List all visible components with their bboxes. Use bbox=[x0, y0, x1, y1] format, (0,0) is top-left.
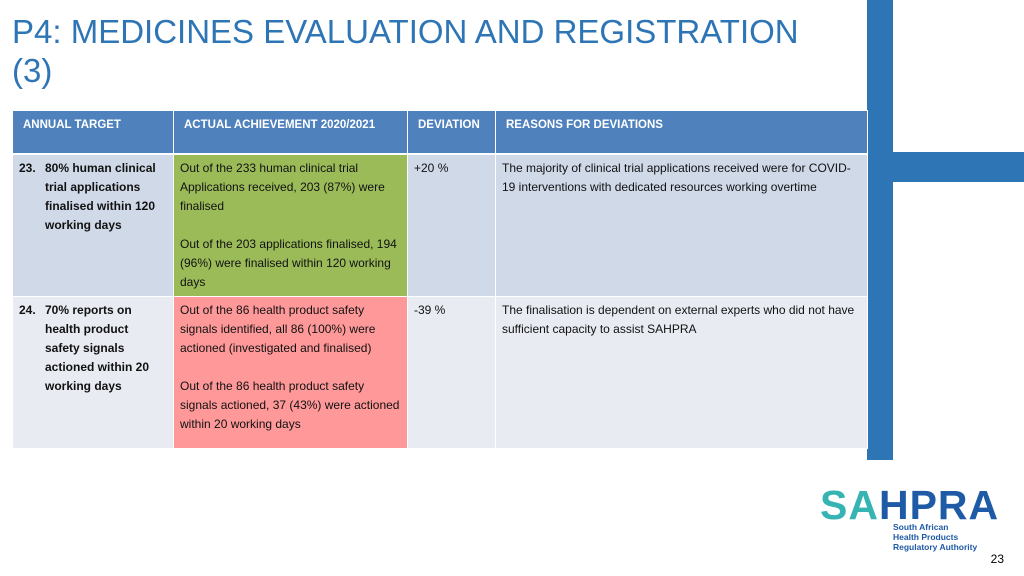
table-row: 24. 70% reports on health product safety … bbox=[12, 296, 868, 449]
target-text: 80% human clinical trial applications fi… bbox=[45, 161, 156, 232]
deviation-cell: -39 % bbox=[407, 296, 496, 449]
header-reasons: REASONS FOR DEVIATIONS bbox=[495, 110, 868, 155]
target-cell: 23. 80% human clinical trial applications… bbox=[12, 153, 174, 297]
achievement-paragraph: Out of the 86 health product safety sign… bbox=[180, 303, 376, 355]
table-row: 23. 80% human clinical trial applications… bbox=[12, 153, 868, 297]
header-annual-target: ANNUAL TARGET bbox=[12, 110, 174, 155]
target-number: 23. bbox=[19, 161, 36, 175]
reason-cell: The majority of clinical trial applicati… bbox=[495, 153, 868, 297]
logo-tagline: South African Health Products Regulatory… bbox=[893, 522, 1003, 552]
sahpra-logo: SAHPRA South African Health Products Reg… bbox=[820, 484, 1000, 556]
brand-vertical-bar bbox=[867, 0, 893, 460]
achievement-paragraph: Out of the 86 health product safety sign… bbox=[180, 379, 400, 431]
achievement-paragraph: Out of the 233 human clinical trial Appl… bbox=[180, 161, 385, 213]
target-text: 70% reports on health product safety sig… bbox=[45, 303, 150, 393]
page-number: 23 bbox=[990, 552, 1004, 566]
logo-hpra: HPRA bbox=[878, 482, 1000, 528]
logo-tagline-line: South African bbox=[893, 522, 949, 532]
deviation-cell: +20 % bbox=[407, 153, 496, 297]
target-number: 24. bbox=[19, 303, 36, 317]
slide-title: P4: MEDICINES EVALUATION AND REGISTRATIO… bbox=[12, 13, 799, 89]
logo-tagline-line: Health Products bbox=[893, 532, 959, 542]
logo-sa: SA bbox=[820, 482, 879, 528]
target-cell: 24. 70% reports on health product safety … bbox=[12, 296, 174, 449]
achievement-cell: Out of the 86 health product safety sign… bbox=[173, 296, 408, 449]
achievement-cell: Out of the 233 human clinical trial Appl… bbox=[173, 153, 408, 297]
logo-wordmark: SAHPRA bbox=[820, 484, 999, 526]
brand-horizontal-bar bbox=[867, 152, 1024, 182]
header-deviation: DEVIATION bbox=[407, 110, 496, 155]
achievement-paragraph: Out of the 203 applications finalised, 1… bbox=[180, 237, 397, 289]
table-header-row: ANNUAL TARGET ACTUAL ACHIEVEMENT 2020/20… bbox=[12, 110, 868, 155]
evaluation-table: ANNUAL TARGET ACTUAL ACHIEVEMENT 2020/20… bbox=[12, 110, 868, 449]
header-actual-achievement: ACTUAL ACHIEVEMENT 2020/2021 bbox=[173, 110, 408, 155]
logo-tagline-line: Regulatory Authority bbox=[893, 542, 978, 552]
reason-cell: The finalisation is dependent on externa… bbox=[495, 296, 868, 449]
